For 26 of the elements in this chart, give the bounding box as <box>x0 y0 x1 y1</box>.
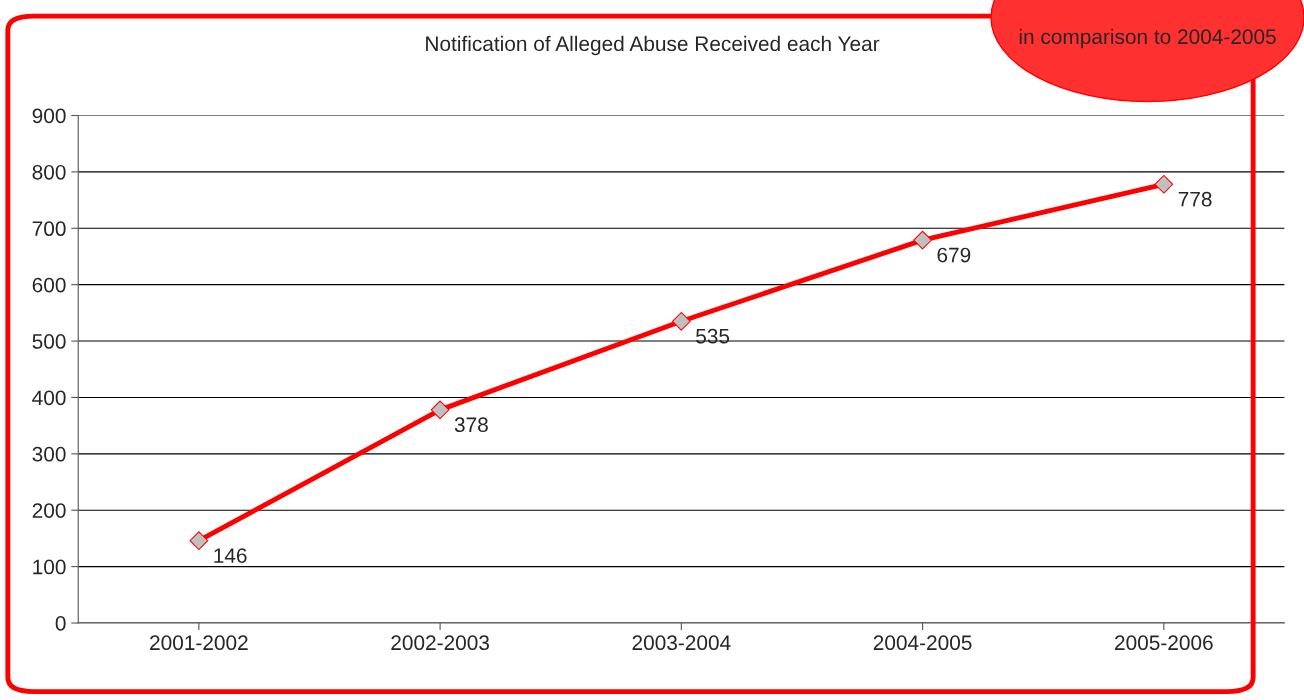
x-tick-label: 2004-2005 <box>873 635 972 651</box>
data-label: 146 <box>214 548 247 563</box>
data-label: 679 <box>937 247 971 263</box>
y-tick-label: 0 <box>55 616 66 631</box>
y-tick-label: 900 <box>32 108 66 124</box>
point <box>430 400 450 420</box>
y-tick-label: 700 <box>32 221 66 237</box>
y-tick-label: 200 <box>32 503 66 518</box>
data-label: 378 <box>454 417 488 433</box>
chart-title: Notification of Alleged Abuse Received each Year <box>426 35 880 56</box>
point <box>189 531 209 551</box>
text: in comparison to 2004-2005 <box>1019 28 1276 49</box>
y-tick-label: 100 <box>33 559 66 575</box>
y-tick-label: 800 <box>32 164 66 180</box>
y-tick-label: 400 <box>32 390 66 406</box>
x-tick-label: 2001-2002 <box>150 635 248 651</box>
y-tick-label: 300 <box>32 446 66 462</box>
point <box>671 311 691 331</box>
point <box>1154 174 1174 194</box>
point <box>913 230 932 250</box>
x-tick-label: 2003-2004 <box>632 635 731 651</box>
data-label: 778 <box>1178 191 1212 207</box>
x-tick-label: 2002-2003 <box>391 635 489 651</box>
y-tick-label: 600 <box>32 277 66 293</box>
y-tick-label: 500 <box>32 334 66 349</box>
x-tick-label: 2005-2006 <box>1115 635 1213 651</box>
